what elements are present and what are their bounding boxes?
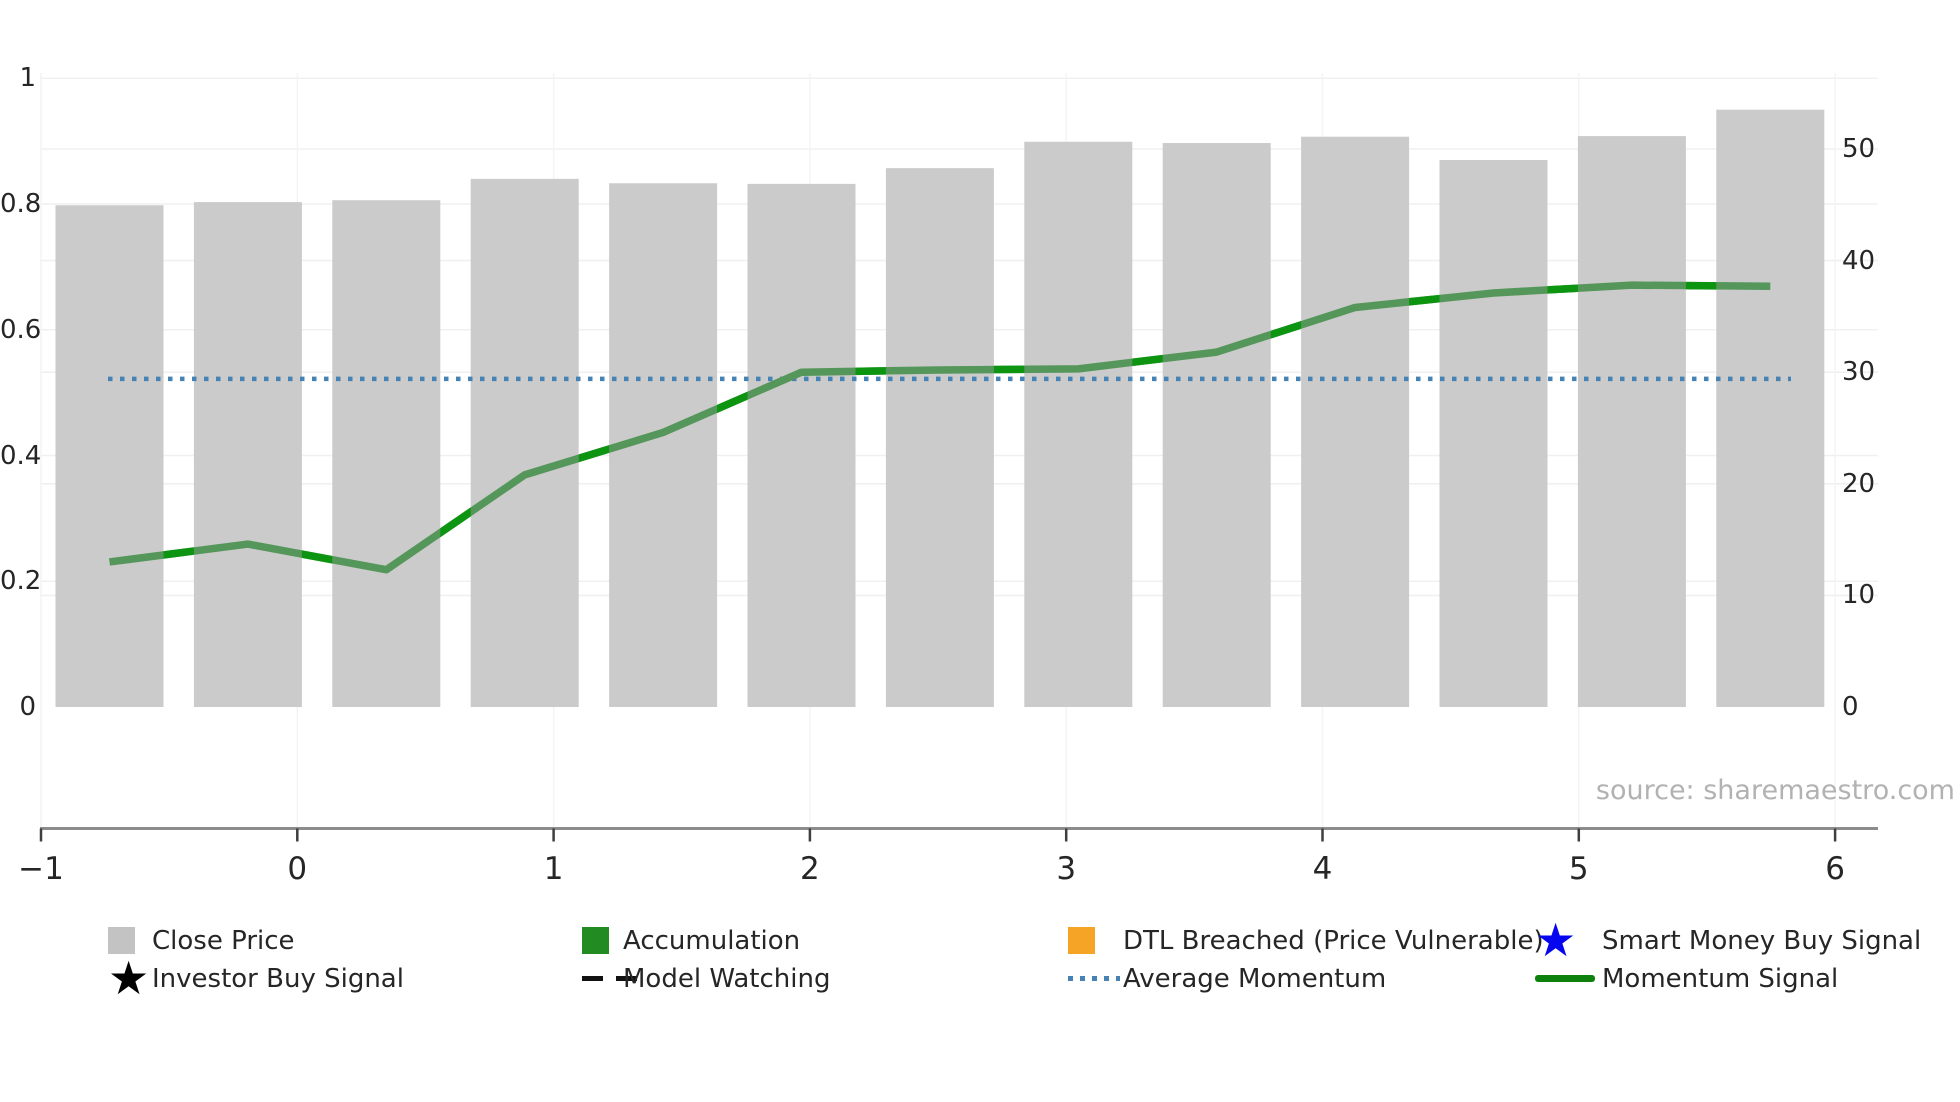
close-price-bar (1301, 136, 1410, 707)
y-right-tick-label: 0 (1842, 692, 1859, 722)
source-note: source: sharemaestro.com (1595, 775, 1955, 806)
legend-label: Investor Buy Signal (152, 963, 404, 994)
star-icon: ★ (108, 950, 150, 1005)
x-tick-label: 1 (543, 851, 564, 887)
dots-marker-icon (1068, 975, 1120, 981)
close-price-bar (1024, 141, 1133, 707)
star-icon: ★ (1535, 913, 1577, 967)
close-price-bar (1439, 159, 1548, 708)
x-tick-label: 4 (1312, 851, 1333, 887)
y-left-tick-label: 0.8 (0, 189, 42, 219)
y-left-tick-label: 0.6 (0, 314, 42, 345)
momentum-signal-line (109, 281, 1771, 574)
close-price-bar (332, 200, 441, 708)
y-right-tick-label: 20 (1842, 468, 1876, 499)
line-marker-icon (1535, 974, 1595, 982)
close-price-bar (747, 183, 856, 707)
x-tick-label: 5 (1568, 851, 1589, 887)
y-left-tick-label: 0.4 (0, 440, 42, 471)
legend-label: Model Watching (623, 963, 831, 994)
legend-label: DTL Breached (Price Vulnerable) (1123, 926, 1544, 956)
legend-label: Smart Money Buy Signal (1602, 926, 1922, 956)
y-right-tick-label: 40 (1842, 245, 1876, 276)
y-left-tick-label: 1 (19, 63, 36, 94)
legend-label: Close Price (152, 926, 295, 956)
legend-label: Momentum Signal (1602, 963, 1839, 994)
x-tick-label: 6 (1825, 851, 1845, 887)
dashes-marker-icon (582, 975, 637, 981)
y-right-tick-label: 50 (1842, 134, 1876, 164)
close-price-bar (1162, 143, 1271, 708)
close-price-bar (55, 205, 164, 707)
y-right-tick-label: 10 (1842, 580, 1876, 611)
y-left-tick-label: 0.2 (0, 566, 42, 597)
square-marker-icon (108, 927, 135, 954)
close-price-bar (1577, 136, 1686, 708)
x-tick-label: 3 (1056, 851, 1077, 887)
x-tick-label: 2 (800, 851, 820, 887)
y-right-tick-label: 30 (1842, 357, 1876, 388)
close-price-bar (885, 168, 994, 707)
legend-label: Accumulation (623, 926, 801, 956)
close-price-bar (193, 202, 302, 707)
x-tick-label: 0 (287, 851, 308, 887)
square-marker-icon (1068, 927, 1095, 954)
legend-label: Average Momentum (1123, 963, 1387, 994)
close-price-bar (1716, 109, 1825, 707)
close-price-bar (470, 178, 579, 708)
y-left-tick-label: 0 (19, 692, 36, 722)
x-tick-label: −1 (18, 851, 64, 887)
square-marker-icon (582, 927, 609, 954)
